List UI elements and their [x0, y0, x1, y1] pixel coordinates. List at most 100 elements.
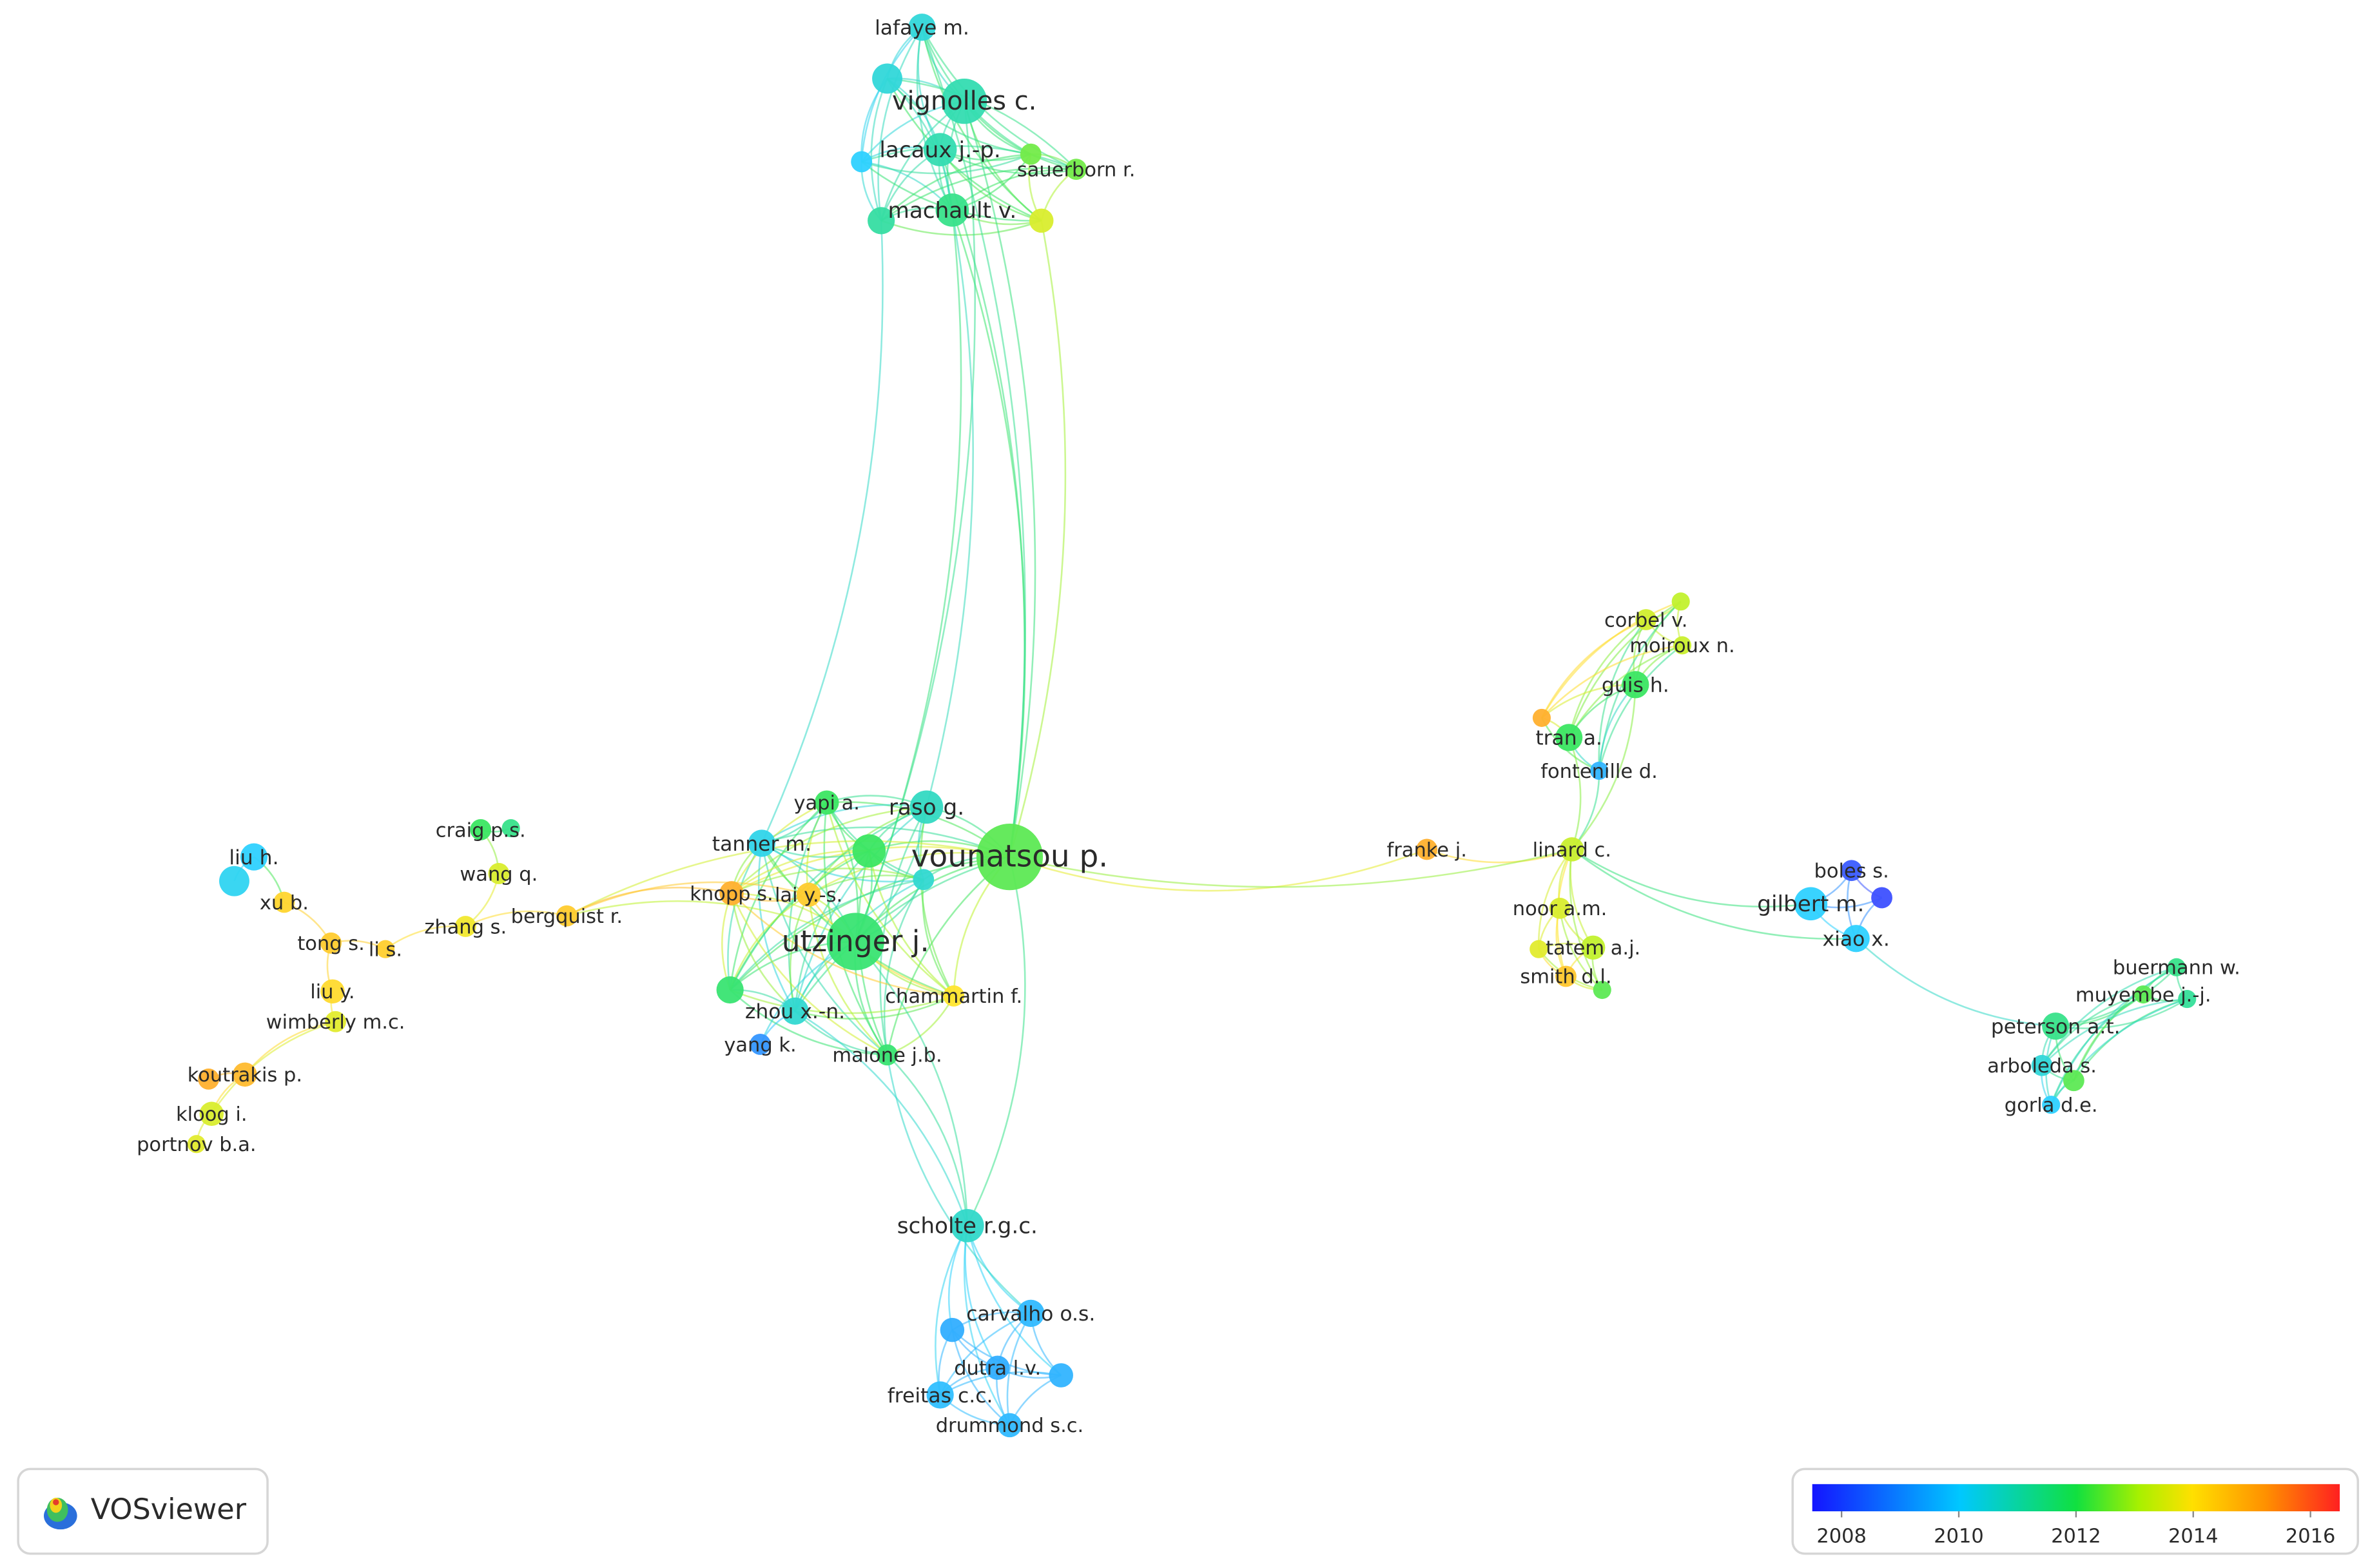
- node: [1049, 1363, 1073, 1388]
- link: [883, 879, 924, 1056]
- node: [852, 834, 886, 868]
- link: [566, 840, 1010, 917]
- link: [870, 78, 888, 221]
- link: [966, 1225, 1062, 1377]
- link: [877, 26, 923, 221]
- node: [926, 1381, 954, 1409]
- node-label: franke j.: [1387, 839, 1467, 862]
- link: [951, 1330, 1011, 1426]
- node: [240, 843, 268, 871]
- node-label: guis h.: [1602, 674, 1669, 697]
- node: [951, 1209, 984, 1243]
- node: [1020, 143, 1042, 165]
- node-label: moiroux n.: [1629, 635, 1734, 657]
- link: [1540, 619, 1647, 719]
- logo-box[interactable]: VOSviewer: [17, 1467, 269, 1555]
- labels: lafaye m. vignolles c. lacaux j.-p. sauerbo…: [137, 17, 2240, 1438]
- link: [2050, 993, 2144, 1105]
- link: [757, 843, 796, 1012]
- node: [1635, 609, 1657, 630]
- node: [1532, 708, 1551, 727]
- link: [808, 875, 924, 896]
- node-label: wang q.: [460, 863, 538, 886]
- node: [1871, 887, 1892, 909]
- link: [721, 893, 733, 991]
- link: [887, 77, 1077, 170]
- node-label: tran a.: [1535, 727, 1602, 750]
- node-label: corbel v.: [1604, 609, 1688, 632]
- link: [567, 900, 856, 943]
- node: [501, 819, 520, 838]
- node-label: yapi a.: [793, 792, 860, 815]
- link: [730, 893, 796, 1012]
- node: [2063, 1070, 2084, 1092]
- link: [761, 843, 888, 1056]
- nodes: [187, 14, 2197, 1438]
- node-label: chammartin f.: [885, 985, 1022, 1008]
- node-label: portnov b.a.: [137, 1134, 257, 1156]
- link: [1571, 848, 1811, 908]
- node-label: muyembe j.-j.: [2075, 984, 2211, 1007]
- link: [855, 209, 962, 942]
- node-label: machault v.: [888, 198, 1016, 224]
- link: [1855, 938, 2056, 1027]
- link: [1009, 848, 1428, 892]
- link: [731, 806, 927, 894]
- link: [789, 894, 810, 1012]
- node: [748, 829, 775, 857]
- link: [729, 850, 869, 991]
- node: [1842, 925, 1870, 953]
- link: [795, 995, 955, 1020]
- node: [1589, 761, 1609, 780]
- link: [951, 209, 1026, 857]
- node: [1671, 592, 1690, 611]
- node-label: carvalho o.s.: [966, 1302, 1095, 1326]
- legend-box: 2008 2010 2012 2014 2016: [1791, 1467, 2359, 1555]
- node: [943, 985, 965, 1007]
- node: [941, 78, 987, 124]
- node: [1555, 965, 1577, 987]
- logo-icon: [44, 1497, 77, 1530]
- node: [1549, 897, 1571, 919]
- node: [923, 133, 957, 166]
- node: [909, 790, 944, 824]
- link: [861, 153, 1031, 175]
- node: [325, 1011, 347, 1032]
- link: [566, 881, 809, 917]
- link: [963, 101, 1036, 857]
- node-label: gorla d.e.: [2005, 1094, 2098, 1117]
- node: [1017, 1299, 1045, 1327]
- link: [729, 894, 810, 991]
- node: [1580, 935, 1606, 960]
- node-label: fontenille d.: [1540, 760, 1658, 783]
- link: [1569, 849, 1603, 991]
- link: [1426, 848, 1573, 864]
- link: [761, 220, 884, 844]
- node: [2031, 1054, 2053, 1076]
- node-label: lai y.-s.: [775, 884, 842, 907]
- link: [1540, 601, 1682, 719]
- node: [2178, 990, 2197, 1009]
- node: [376, 940, 395, 958]
- link: [855, 941, 969, 1226]
- tick-label: 2010: [1934, 1525, 1984, 1547]
- node-label: sauerborn r.: [1017, 159, 1136, 182]
- node-label: li s.: [369, 939, 402, 962]
- node: [868, 207, 895, 235]
- node: [719, 881, 744, 905]
- link: [731, 867, 924, 895]
- node: [940, 1317, 965, 1342]
- node: [2042, 1012, 2070, 1040]
- node: [320, 979, 345, 1004]
- node-label: arboleda s.: [1987, 1055, 2097, 1078]
- node: [976, 824, 1044, 891]
- node: [1065, 159, 1087, 180]
- node-label: boles s.: [1814, 860, 1889, 883]
- node-label: noor a.m.: [1513, 898, 1608, 920]
- link: [886, 78, 1042, 222]
- node: [1029, 208, 1054, 233]
- node-label: xu b.: [260, 892, 309, 915]
- link: [1537, 849, 1573, 949]
- link: [1006, 1313, 1032, 1426]
